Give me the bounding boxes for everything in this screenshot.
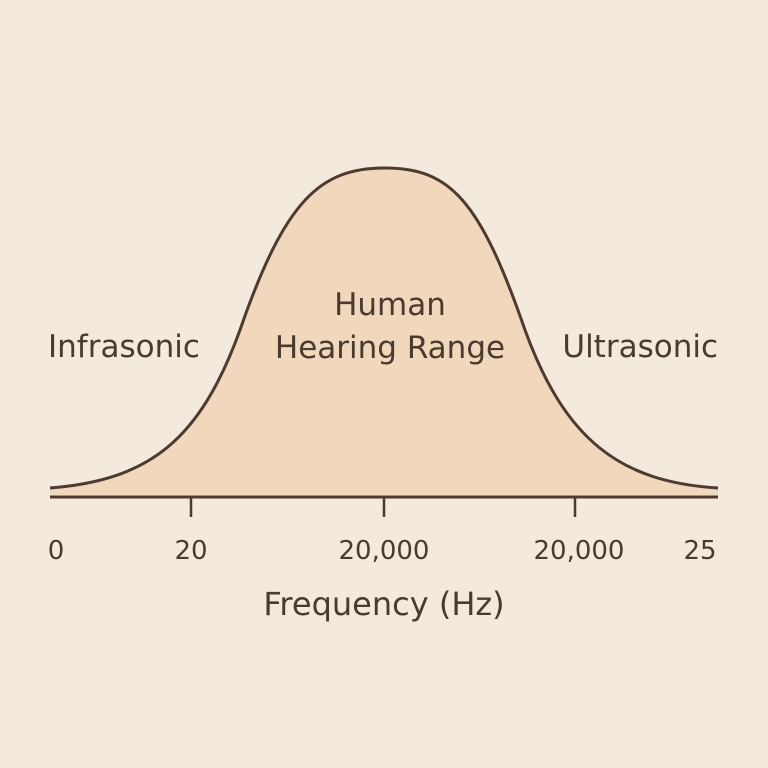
ultrasonic-label: Ultrasonic	[562, 329, 718, 365]
human-hearing-label-line2: Hearing Range	[275, 330, 505, 366]
x-axis-title: Frequency (Hz)	[263, 585, 504, 623]
tick-label-0: 0	[48, 536, 65, 566]
human-hearing-label-line1: Human	[334, 287, 446, 323]
infrasonic-label: Infrasonic	[48, 329, 200, 365]
hearing-curve-area	[50, 168, 718, 495]
tick-label-20000-center: 20,000	[339, 536, 430, 566]
tick-label-20000-right: 20,000	[534, 536, 625, 566]
hearing-curve-line	[49, 166, 719, 490]
tick-label-20: 20	[174, 536, 207, 566]
tick-label-25: 25	[683, 536, 716, 566]
